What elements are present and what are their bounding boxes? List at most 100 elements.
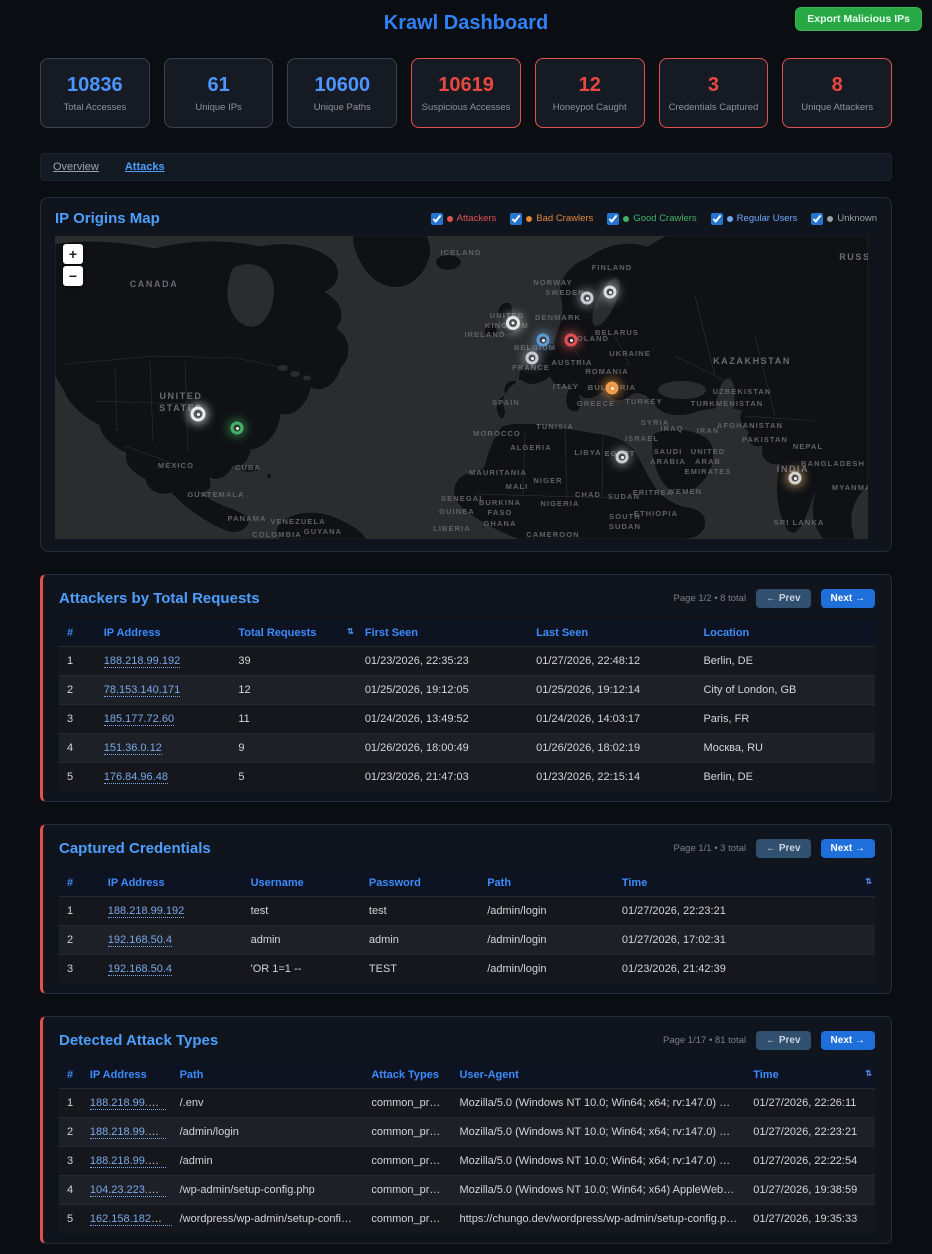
prev-page-button[interactable]: ← Prev <box>756 1031 811 1050</box>
cell: 01/27/2026, 22:26:11 <box>745 1088 875 1118</box>
column-header--: # <box>59 620 96 647</box>
prev-page-button[interactable]: ← Prev <box>756 839 811 858</box>
prev-page-button[interactable]: ← Prev <box>756 589 811 608</box>
legend-label: Regular Users <box>736 213 798 224</box>
ip-link[interactable]: 188.218.99.192 <box>89 1155 167 1168</box>
stat-value: 10600 <box>314 73 371 96</box>
cell: 3 <box>59 954 100 983</box>
cell: Mozilla/5.0 (Windows NT 10.0; Win64; x64… <box>451 1088 746 1118</box>
world-map[interactable]: + − <box>55 236 868 539</box>
map-marker-attacker[interactable] <box>564 333 578 347</box>
map-zoom-controls: + − <box>63 244 83 286</box>
cell: Mozilla/5.0 (Windows NT 10.0; Win64; x64… <box>451 1146 746 1176</box>
page-info: Page 1/17 • 81 total <box>662 1035 747 1046</box>
cell: https://chungo.dev/wordpress/wp-admin/se… <box>451 1204 746 1233</box>
table-row: 3 188.218.99.192/admin common_probes Mozill… <box>59 1146 875 1176</box>
map-zoom-in-button[interactable]: + <box>63 244 83 264</box>
legend-item-bad-crawlers[interactable]: Bad Crawlers <box>510 212 593 225</box>
map-marker-regular-user[interactable] <box>536 333 550 347</box>
legend-checkbox[interactable] <box>510 212 523 225</box>
tab-attacks[interactable]: Attacks <box>124 161 165 173</box>
map-marker-good-crawler[interactable] <box>230 421 244 435</box>
column-header--: # <box>59 1062 82 1089</box>
ip-link[interactable]: 192.168.50.4 <box>107 963 173 976</box>
map-legend: Attackers Bad Crawlers Good Crawlers Regula… <box>430 212 877 225</box>
ip-cell: 104.23.223.128 <box>81 1175 172 1205</box>
table-card-attackers: Attackers by Total Requests Page 1/2 • 8 … <box>40 574 892 802</box>
stat-card-suspicious-accesses: 10619 Suspicious Accesses <box>411 58 521 128</box>
sort-icon[interactable]: ⇅ <box>865 1069 872 1078</box>
cell: test <box>242 896 361 926</box>
ip-cell: 162.158.182.104 <box>81 1204 172 1233</box>
map-marker-unknown[interactable] <box>506 316 520 330</box>
column-header-password: Password <box>360 870 480 897</box>
legend-label: Good Crawlers <box>633 213 697 224</box>
column-header-time[interactable]: Time ⇅ <box>745 1062 875 1089</box>
ip-cell: 78.153.140.171 <box>95 675 231 705</box>
cell: 01/24/2026, 14:03:17 <box>528 704 696 734</box>
ip-link[interactable]: 188.218.99.192 <box>89 1126 167 1139</box>
legend-checkbox[interactable] <box>710 212 723 225</box>
cell: 5 <box>59 1204 82 1233</box>
ip-link[interactable]: 151.36.0.12 <box>103 742 162 755</box>
legend-item-regular-users[interactable]: Regular Users <box>710 212 798 225</box>
map-marker-bad-crawler[interactable] <box>605 381 619 395</box>
stat-label: Honeypot Caught <box>552 101 627 113</box>
ip-link[interactable]: 78.153.140.171 <box>103 684 181 697</box>
next-page-button[interactable]: Next → <box>820 839 875 858</box>
tab-overview[interactable]: Overview <box>53 161 99 173</box>
map-marker-unknown[interactable] <box>580 291 594 305</box>
cell: 01/23/2026, 22:35:23 <box>356 646 529 676</box>
map-marker-unknown[interactable] <box>615 450 629 464</box>
ip-link[interactable]: 104.23.223.128 <box>89 1184 167 1197</box>
page-title: Krawl Dashboard <box>383 12 549 34</box>
cell: /admin/login <box>479 896 614 926</box>
map-tiles <box>55 236 868 539</box>
stat-label: Suspicious Accesses <box>421 101 511 113</box>
cell: 01/23/2026, 21:42:39 <box>613 954 875 983</box>
cell: 01/26/2026, 18:02:19 <box>528 733 696 763</box>
ip-link[interactable]: 188.218.99.192 <box>107 905 185 918</box>
map-marker-unknown[interactable] <box>788 471 802 485</box>
column-header-user-agent: User-Agent <box>451 1062 746 1089</box>
table-row: 1 188.218.99.192 test test/admin/login 01/27… <box>59 896 875 926</box>
ip-link[interactable]: 192.168.50.4 <box>107 934 173 947</box>
legend-checkbox[interactable] <box>811 212 824 225</box>
ip-cell: 188.218.99.192 <box>81 1146 172 1176</box>
cell: 01/27/2026, 17:02:31 <box>613 925 875 955</box>
ip-link[interactable]: 188.218.99.192 <box>89 1097 167 1110</box>
legend-checkbox[interactable] <box>430 212 443 225</box>
cell: City of London, GB <box>695 675 875 705</box>
cell: 12 <box>230 675 357 705</box>
sort-icon[interactable]: ⇅ <box>347 627 354 636</box>
map-marker-unknown[interactable] <box>525 351 539 365</box>
cell: 01/23/2026, 22:15:14 <box>528 762 696 791</box>
ip-cell: 188.218.99.192 <box>99 896 243 926</box>
legend-item-unknown[interactable]: Unknown <box>811 212 877 225</box>
ip-link[interactable]: 176.84.96.48 <box>103 771 168 784</box>
legend-item-good-crawlers[interactable]: Good Crawlers <box>607 212 697 225</box>
stat-card-total-accesses: 10836 Total Accesses <box>40 58 150 128</box>
map-zoom-out-button[interactable]: − <box>63 266 83 286</box>
next-page-button[interactable]: Next → <box>820 589 875 608</box>
table-row: 2 192.168.50.4 admin admin/admin/login 01/27… <box>59 925 875 955</box>
cell: /admin <box>171 1146 364 1176</box>
ip-cell: 192.168.50.4 <box>99 954 243 983</box>
cell: 01/27/2026, 22:23:21 <box>745 1117 875 1147</box>
sort-icon[interactable]: ⇅ <box>865 877 872 886</box>
cell: Mozilla/5.0 (Windows NT 10.0; Win64; x64… <box>451 1117 746 1147</box>
column-header-time[interactable]: Time ⇅ <box>613 870 875 897</box>
ip-link[interactable]: 185.177.72.60 <box>103 713 175 726</box>
map-marker-unknown[interactable] <box>603 285 617 299</box>
export-malicious-ips-button[interactable]: Export Malicious IPs <box>795 7 922 31</box>
cell: Москва, RU <box>695 733 875 763</box>
map-marker-unknown[interactable] <box>190 406 206 422</box>
column-header-total-requests[interactable]: Total Requests ⇅ <box>230 620 357 647</box>
ip-link[interactable]: 188.218.99.192 <box>103 655 181 668</box>
legend-item-attackers[interactable]: Attackers <box>430 212 496 225</box>
cell: 11 <box>230 704 357 734</box>
cell: 01/27/2026, 22:23:21 <box>613 896 875 926</box>
legend-checkbox[interactable] <box>607 212 620 225</box>
marker-center-dot <box>620 455 624 459</box>
next-page-button[interactable]: Next → <box>820 1031 875 1050</box>
